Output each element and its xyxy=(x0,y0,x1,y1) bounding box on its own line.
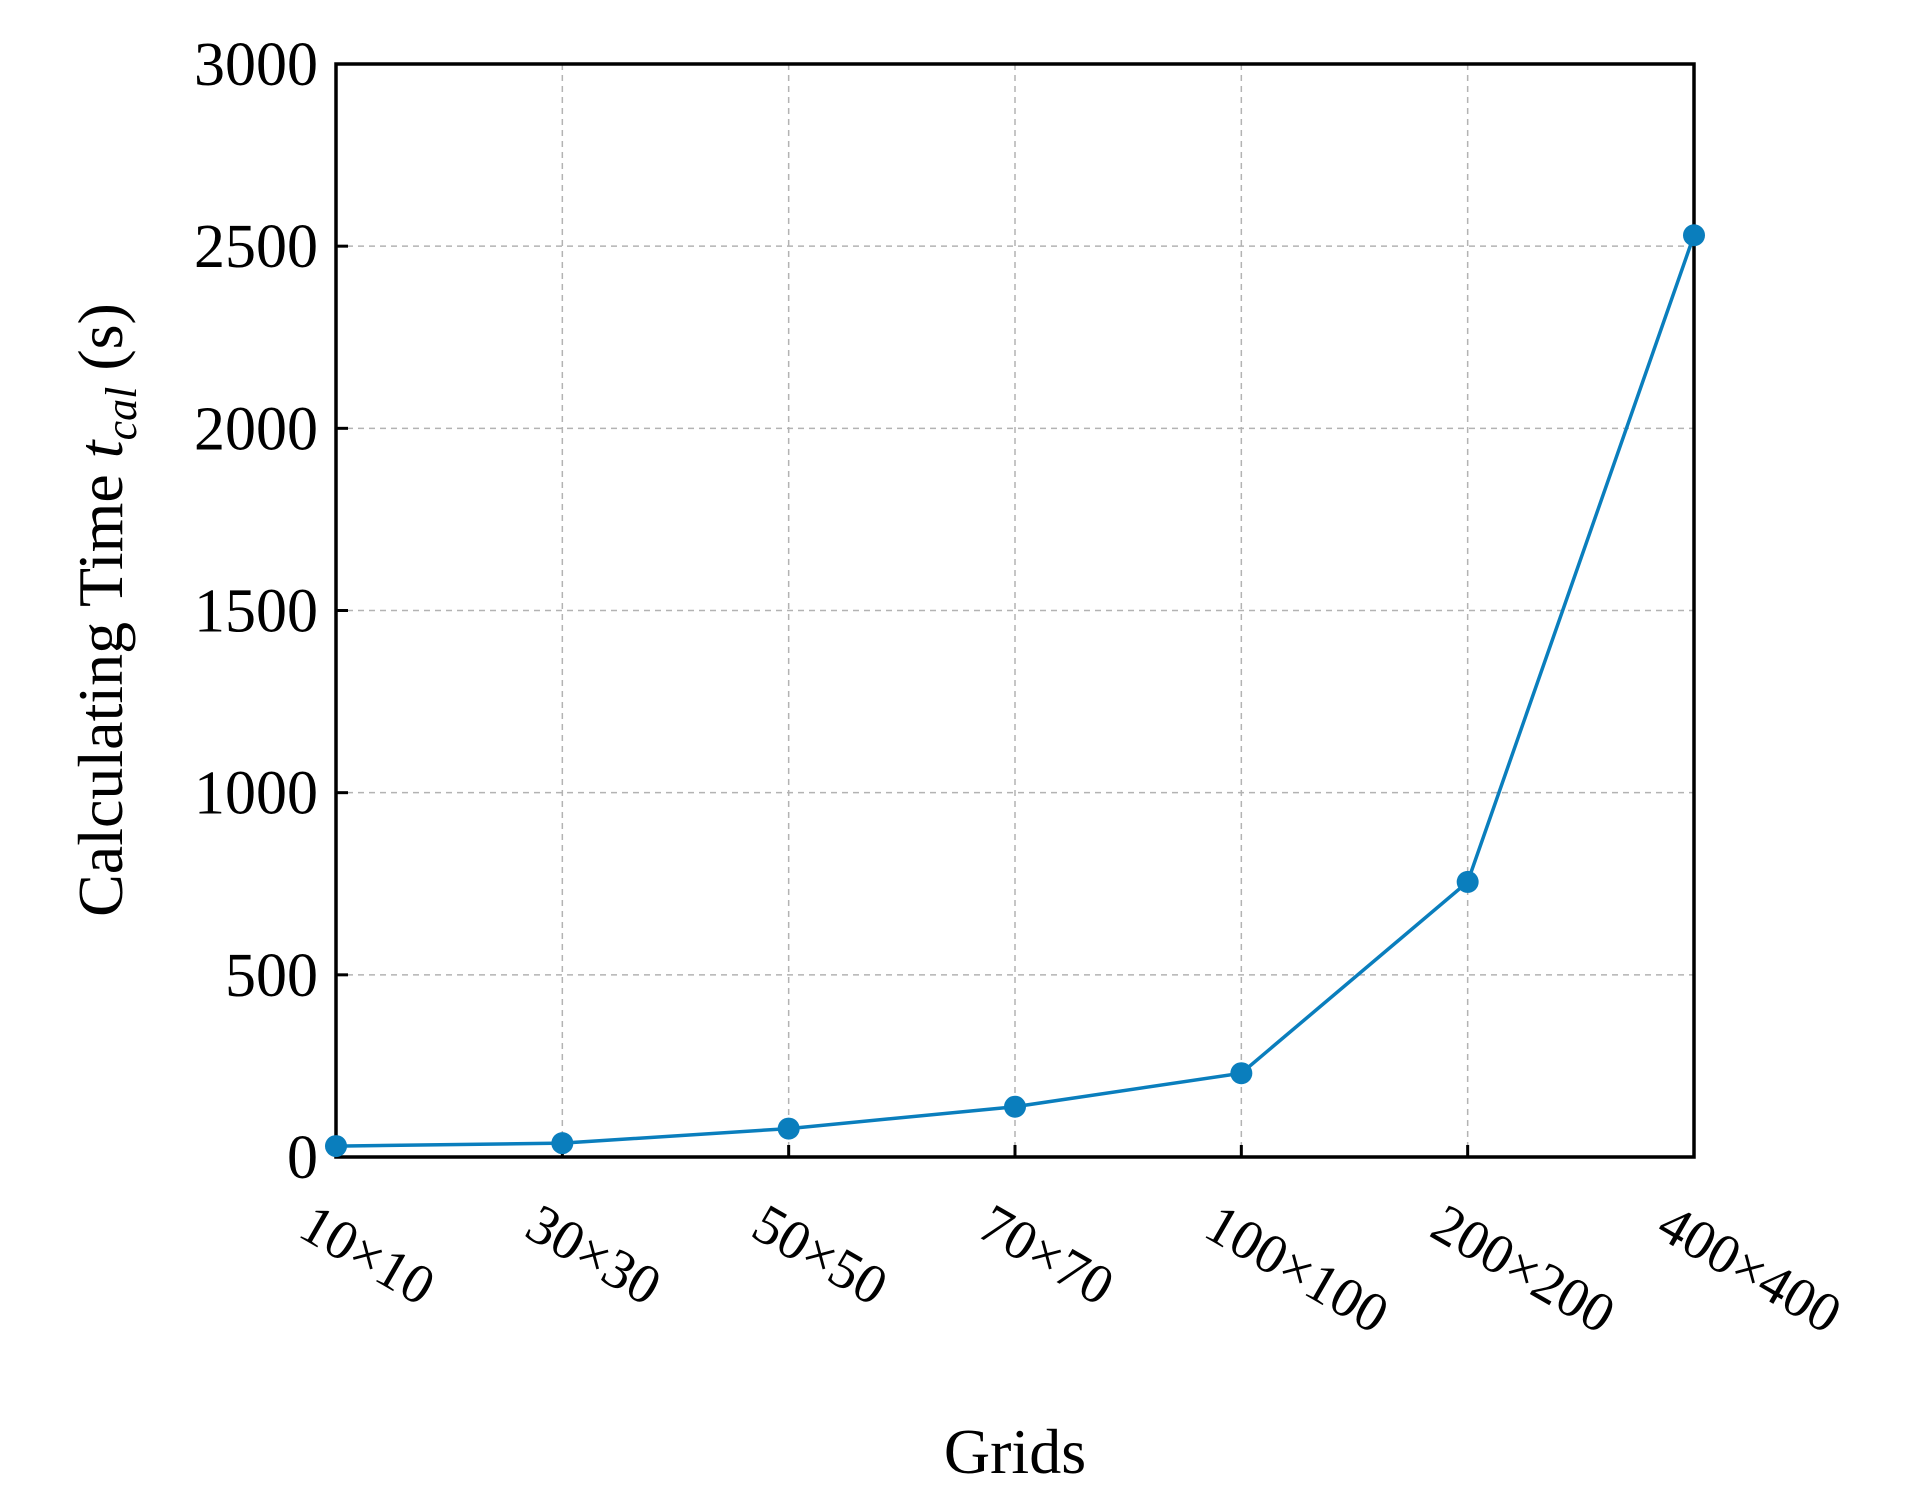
y-tick-label: 2000 xyxy=(194,395,318,463)
data-point xyxy=(325,1135,347,1158)
x-tick-label: 70×70 xyxy=(969,1193,1124,1318)
y-tick-label: 500 xyxy=(225,942,318,1010)
x-tick-label: 10×10 xyxy=(290,1193,445,1318)
x-tick-label: 50×50 xyxy=(742,1193,897,1318)
x-tick-label: 200×200 xyxy=(1421,1193,1625,1346)
data-point xyxy=(1683,224,1705,247)
y-axis-title-variable: t xyxy=(65,438,136,458)
data-point xyxy=(1230,1062,1253,1085)
x-tick-label: 400×400 xyxy=(1648,1193,1852,1346)
grid-lines xyxy=(336,64,1694,1157)
series-line xyxy=(335,234,1696,1148)
y-axis-title-unit: (s) xyxy=(65,303,136,387)
data-point xyxy=(1004,1095,1026,1118)
x-tick-label: 100×100 xyxy=(1195,1193,1399,1346)
y-axis-title-main: Calculating Time xyxy=(65,458,136,917)
x-axis-title: Grids xyxy=(944,1416,1086,1487)
x-tick-label: 30×30 xyxy=(516,1193,671,1318)
y-tick-label: 1500 xyxy=(194,578,318,646)
y-tick-label: 2500 xyxy=(194,213,318,281)
y-tick-labels: 0 500 1000 1500 2000 2500 3000 xyxy=(194,31,318,1192)
y-tick-label: 3000 xyxy=(194,31,318,99)
y-axis-title-subscript: cal xyxy=(97,387,146,441)
data-point xyxy=(551,1132,574,1155)
series xyxy=(325,224,1705,1158)
y-axis-title: Calculating Time tcal (s) xyxy=(65,303,146,917)
y-tick-label: 1000 xyxy=(194,760,318,828)
y-tick-label: 0 xyxy=(287,1124,318,1192)
data-point xyxy=(1456,870,1479,893)
x-tick-labels: 10×10 30×30 50×50 70×70 100×100 200×200 400×40… xyxy=(290,1193,1852,1346)
data-point xyxy=(777,1117,800,1140)
